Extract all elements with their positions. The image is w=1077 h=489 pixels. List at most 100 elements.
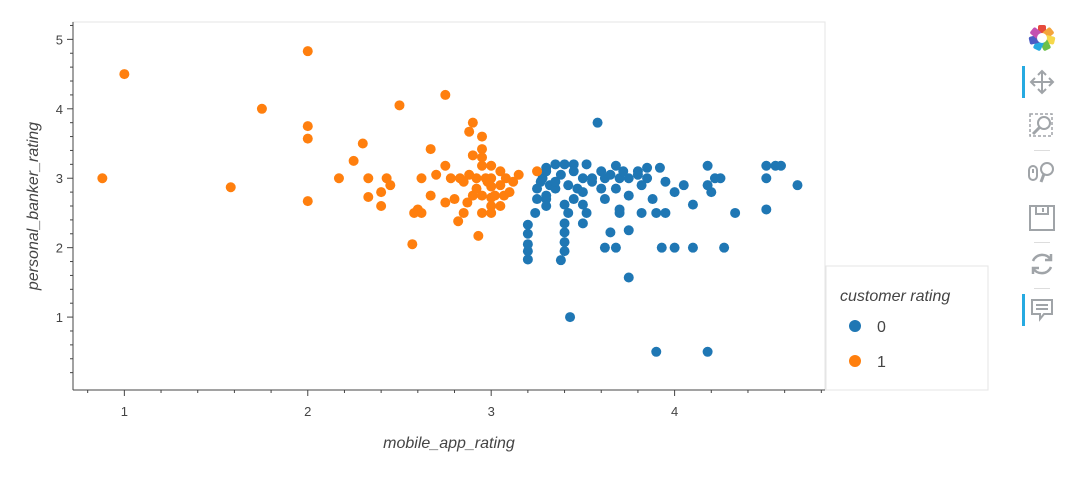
data-point-series-0 (555, 255, 566, 266)
plot-frame (72, 21, 826, 391)
data-point-series-0 (660, 176, 671, 187)
data-point-series-0 (568, 166, 579, 177)
data-point-series-1 (464, 126, 475, 137)
x-tick-label: 1 (121, 404, 128, 419)
data-point-series-0 (577, 187, 588, 198)
data-point-series-0 (599, 194, 610, 205)
toolbar (1018, 18, 1066, 348)
data-point-series-1 (477, 131, 488, 142)
data-point-series-0 (651, 207, 662, 218)
y-tick-label: 4 (56, 102, 63, 117)
data-point-series-1 (467, 117, 478, 128)
data-point-series-0 (623, 272, 634, 283)
data-point-series-0 (761, 173, 772, 184)
data-point-series-0 (647, 194, 658, 205)
data-point-series-0 (792, 180, 803, 191)
data-point-series-1 (363, 191, 374, 202)
data-point-series-1 (467, 150, 478, 161)
data-point-series-0 (654, 162, 665, 173)
data-point-series-1 (449, 194, 460, 205)
data-point-series-1 (453, 216, 464, 227)
data-point-series-1 (357, 138, 368, 149)
data-point-series-1 (394, 100, 405, 111)
data-point-series-0 (636, 207, 647, 218)
data-point-series-0 (642, 173, 653, 184)
box-zoom-icon[interactable] (1022, 106, 1062, 146)
data-point-series-0 (532, 194, 543, 205)
data-point-series-0 (618, 166, 629, 177)
data-point-series-1 (302, 133, 313, 144)
save-icon[interactable] (1022, 198, 1062, 238)
hover-tool-icon[interactable] (1022, 290, 1062, 330)
y-tick-label: 5 (56, 32, 63, 47)
legend-marker-1 (849, 355, 861, 367)
data-point-series-0 (563, 180, 574, 191)
data-point-series-0 (761, 204, 772, 215)
data-point-series-0 (610, 242, 621, 253)
data-point-series-1 (416, 207, 427, 218)
data-point-series-0 (522, 254, 533, 265)
data-point-series-1 (473, 230, 484, 241)
data-point-series-1 (348, 155, 359, 166)
data-point-series-0 (550, 176, 561, 187)
data-point-series-1 (486, 207, 497, 218)
data-point-series-1 (385, 180, 396, 191)
reset-icon[interactable] (1022, 244, 1062, 284)
data-point-series-0 (678, 180, 689, 191)
x-tick-label: 4 (671, 404, 678, 419)
data-point-series-0 (587, 176, 598, 187)
data-point-series-0 (623, 173, 634, 184)
data-point-series-1 (119, 69, 130, 80)
data-point-series-0 (541, 190, 552, 201)
data-point-series-1 (458, 176, 469, 187)
data-point-series-1 (508, 176, 519, 187)
data-point-series-0 (610, 160, 621, 171)
data-point-series-0 (596, 166, 607, 177)
data-point-series-0 (522, 219, 533, 230)
data-point-series-1 (477, 207, 488, 218)
data-point-series-0 (581, 159, 592, 170)
data-point-series-0 (632, 169, 643, 180)
data-point-series-0 (730, 207, 741, 218)
x-axis-title: mobile_app_rating (383, 435, 515, 452)
data-point-series-1 (302, 196, 313, 207)
data-point-series-1 (471, 183, 482, 194)
data-points (97, 46, 803, 357)
data-point-series-0 (761, 160, 772, 171)
data-point-series-0 (522, 246, 533, 257)
data-point-series-1 (458, 207, 469, 218)
data-point-series-0 (577, 173, 588, 184)
data-point-series-1 (513, 169, 524, 180)
data-point-series-1 (486, 160, 497, 171)
data-point-series-0 (702, 346, 713, 357)
data-point-series-1 (477, 160, 488, 171)
data-point-series-0 (709, 173, 720, 184)
data-point-series-0 (581, 207, 592, 218)
data-point-series-0 (623, 190, 634, 201)
data-point-series-0 (592, 117, 603, 128)
data-point-series-0 (669, 242, 680, 253)
bokeh-logo-icon[interactable] (1022, 18, 1062, 58)
data-point-series-1 (425, 144, 436, 155)
data-point-series-1 (489, 190, 500, 201)
data-point-series-0 (599, 242, 610, 253)
data-point-series-1 (477, 152, 488, 163)
data-point-series-1 (431, 169, 442, 180)
data-point-series-1 (440, 160, 451, 171)
wheel-zoom-icon[interactable] (1022, 152, 1062, 192)
data-point-series-1 (445, 173, 456, 184)
data-point-series-1 (495, 166, 506, 177)
data-point-series-1 (425, 190, 436, 201)
data-point-series-1 (504, 187, 515, 198)
data-point-series-0 (642, 162, 653, 173)
data-point-series-0 (568, 194, 579, 205)
data-point-series-0 (568, 159, 579, 170)
data-point-series-0 (651, 346, 662, 357)
pan-tool-icon[interactable] (1022, 62, 1062, 102)
data-point-series-1 (376, 187, 387, 198)
data-point-series-0 (541, 201, 552, 211)
data-point-series-0 (563, 207, 574, 218)
data-point-series-1 (532, 166, 543, 177)
data-point-series-1 (477, 144, 488, 155)
data-point-series-0 (559, 199, 570, 210)
